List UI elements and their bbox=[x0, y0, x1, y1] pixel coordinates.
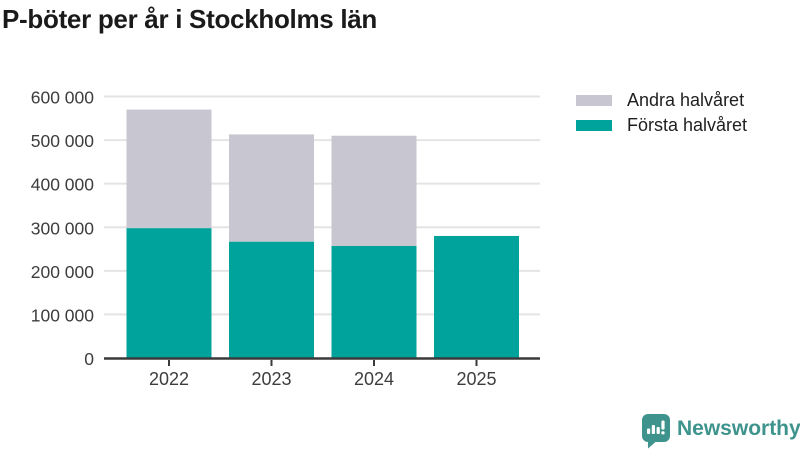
y-tick-label: 200 000 bbox=[31, 262, 95, 282]
x-tick-label: 2025 bbox=[456, 369, 496, 389]
legend-label-forsta-halvaret: Första halvåret bbox=[627, 115, 748, 135]
bar-segment-2024-andra bbox=[331, 135, 417, 246]
y-tick-label: 0 bbox=[84, 349, 94, 369]
bar-segment-2023-första bbox=[229, 241, 314, 358]
bar-segment-2025-första bbox=[434, 235, 519, 358]
newsworthy-logo: Newsworthy bbox=[641, 413, 800, 449]
chart-title: P-böter per år i Stockholms län bbox=[2, 4, 378, 34]
bar-segment-2022-andra bbox=[126, 109, 212, 229]
legend-swatch-andra-halvaret bbox=[576, 95, 612, 106]
legend: Andra halvåret Första halvåret bbox=[576, 90, 747, 136]
x-tick-label: 2022 bbox=[149, 369, 189, 389]
y-tick-label: 100 000 bbox=[31, 305, 95, 325]
bar-segment-2024-första bbox=[331, 245, 417, 358]
y-tick-label: 600 000 bbox=[31, 88, 95, 108]
newsworthy-wordmark: Newsworthy bbox=[677, 417, 800, 440]
y-tick-label: 500 000 bbox=[31, 131, 95, 151]
legend-item-andra-halvaret: Andra halvåret bbox=[576, 90, 747, 111]
y-tick-label: 400 000 bbox=[31, 175, 95, 195]
x-tick-label: 2023 bbox=[251, 369, 291, 389]
bar-segment-2023-andra bbox=[229, 134, 314, 242]
legend-swatch-forsta-halvaret bbox=[576, 120, 612, 131]
legend-item-forsta-halvaret: Första halvåret bbox=[576, 115, 747, 136]
x-tick-label: 2024 bbox=[354, 369, 394, 389]
newsworthy-icon bbox=[642, 414, 670, 449]
bar-segment-2022-första bbox=[126, 228, 212, 358]
y-tick-label: 300 000 bbox=[31, 218, 95, 238]
legend-label-andra-halvaret: Andra halvåret bbox=[627, 90, 745, 110]
